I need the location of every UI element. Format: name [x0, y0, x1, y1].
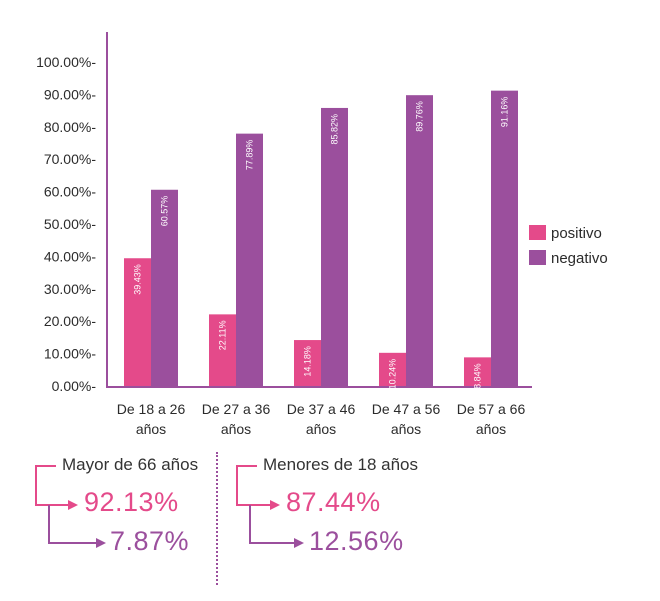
- data-label: 14.18%: [303, 346, 313, 377]
- bar-negativo: [406, 95, 433, 386]
- y-tick-label: 80.00%-: [44, 119, 96, 135]
- x-tick-label: De 18 a 26: [117, 401, 186, 417]
- summary-positivo-value: 92.13%: [84, 487, 179, 517]
- y-tick-label: 10.00%-: [44, 346, 96, 362]
- data-label: 60.57%: [160, 196, 170, 227]
- summary-positivo-value: 87.44%: [286, 487, 381, 517]
- y-tick-label: 70.00%-: [44, 151, 96, 167]
- summary-negativo-value: 7.87%: [110, 526, 190, 556]
- data-label: 22.11%: [218, 320, 228, 350]
- bar-positivo: [124, 258, 151, 386]
- data-label: 10.24%: [388, 359, 398, 390]
- x-tick-label: De 47 a 56: [372, 401, 441, 417]
- legend-swatch-negativo: [529, 250, 546, 265]
- data-label: 85.82%: [330, 114, 340, 145]
- y-tick-label: 50.00%-: [44, 216, 96, 232]
- x-tick-label: años: [221, 421, 251, 437]
- bar-positivo: [294, 340, 321, 386]
- x-tick-label: De 27 a 36: [202, 401, 271, 417]
- y-tick-label: 20.00%-: [44, 313, 96, 329]
- legend-label-negativo: negativo: [551, 250, 608, 267]
- x-tick-label: De 57 a 66: [457, 401, 526, 417]
- bar-negativo: [236, 133, 263, 386]
- bar-positivo: [379, 352, 406, 386]
- summary-negativo-value: 12.56%: [309, 526, 404, 556]
- x-tick-label: años: [391, 421, 421, 437]
- y-tick-label: 0.00%-: [52, 378, 97, 394]
- bar-chart: 0.00%- 10.00%- 20.00%- 30.00%- 40.00%- 50.00%…: [36, 32, 608, 437]
- y-tick-label: 40.00%-: [44, 248, 96, 264]
- data-label: 91.16%: [500, 97, 510, 128]
- x-tick-label: años: [136, 421, 166, 437]
- y-tick-label: 30.00%-: [44, 281, 96, 297]
- y-tick-label: 90.00%-: [44, 86, 96, 102]
- divider: [216, 452, 218, 585]
- summary-title: Mayor de 66 años: [62, 455, 199, 474]
- data-label: 39.43%: [133, 264, 143, 295]
- x-tick-label: De 37 a 46: [287, 401, 356, 417]
- bar-positivo: [464, 357, 491, 386]
- bar-positivo: [209, 314, 236, 386]
- data-label: 8.84%: [473, 363, 483, 389]
- summary-title: Menores de 18 años: [263, 455, 418, 474]
- x-tick-label: años: [476, 421, 506, 437]
- bar-negativo: [491, 90, 518, 386]
- y-tick-label: 60.00%-: [44, 184, 96, 200]
- data-label: 77.89%: [245, 140, 255, 171]
- y-tick-label: 100.00%-: [36, 54, 96, 70]
- x-tick-label: años: [306, 421, 336, 437]
- bar-negativo: [151, 189, 178, 386]
- legend-label-positivo: positivo: [551, 225, 602, 242]
- bar-negativo: [321, 107, 348, 386]
- data-label: 89.76%: [415, 101, 425, 132]
- legend-swatch-positivo: [529, 225, 546, 240]
